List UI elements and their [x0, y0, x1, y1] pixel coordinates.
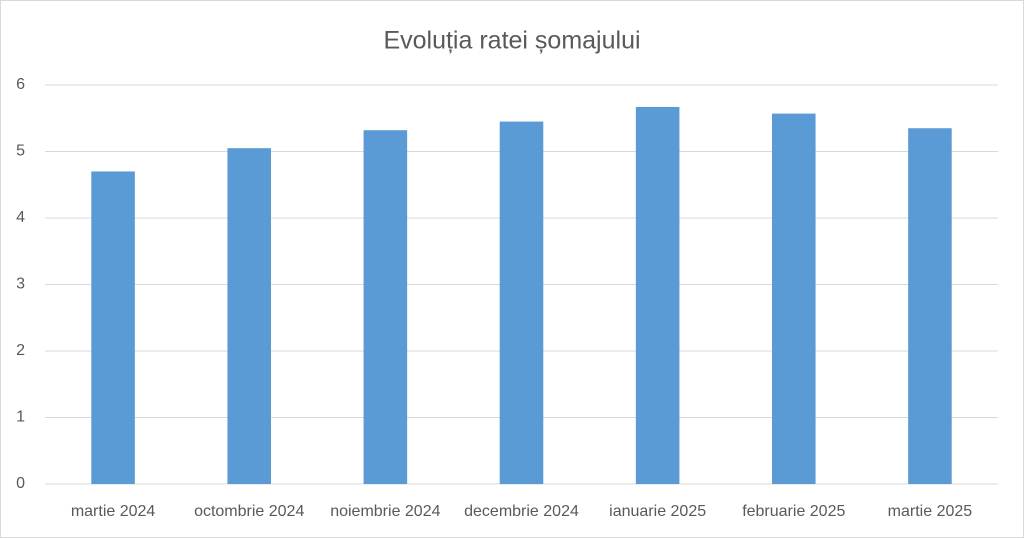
y-tick-label: 1: [16, 409, 25, 426]
y-tick-label: 3: [16, 276, 25, 293]
x-tick-label: ianuarie 2025: [609, 503, 706, 520]
bar: [908, 128, 952, 484]
bar: [363, 130, 408, 484]
x-tick-label: martie 2025: [888, 503, 973, 520]
x-tick-label: martie 2024: [71, 503, 156, 520]
y-tick-label: 0: [16, 475, 25, 492]
y-tick-label: 6: [16, 76, 25, 93]
y-tick-label: 4: [16, 209, 25, 226]
bar: [91, 171, 135, 484]
bar: [499, 121, 544, 484]
bar: [635, 106, 680, 484]
y-tick-label: 2: [16, 342, 25, 359]
x-tick-label: decembrie 2024: [464, 503, 579, 520]
bar: [227, 148, 271, 485]
chart-title: Evoluția ratei șomajului: [383, 27, 640, 55]
x-tick-label: noiembrie 2024: [330, 503, 440, 520]
bar: [772, 113, 816, 484]
x-tick-label: februarie 2025: [742, 503, 845, 520]
x-tick-label: octombrie 2024: [194, 503, 304, 520]
y-tick-label: 5: [16, 143, 25, 160]
